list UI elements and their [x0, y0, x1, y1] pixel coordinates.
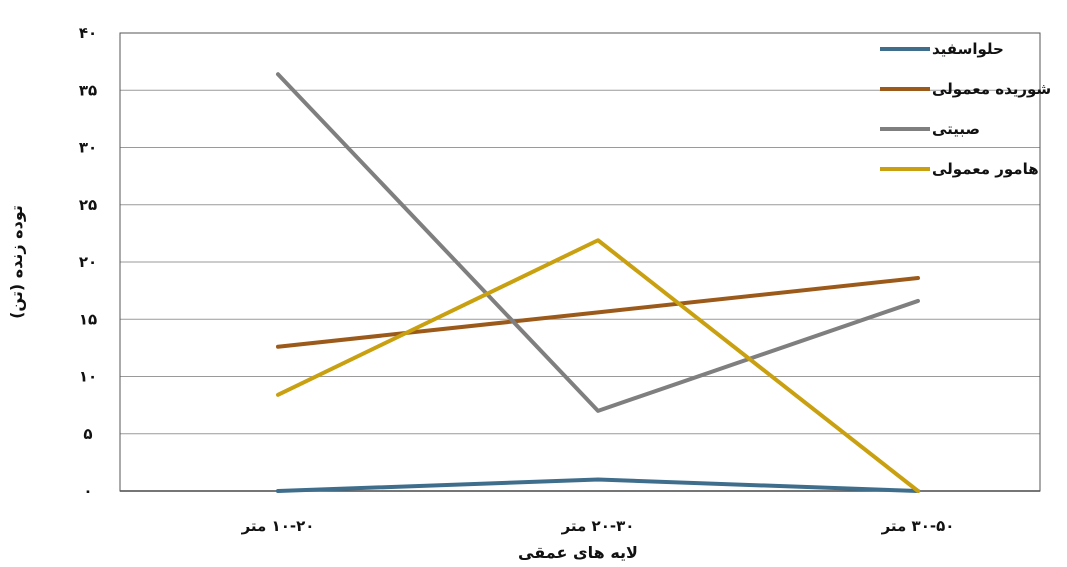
y-tick-label: ۰: [83, 482, 92, 500]
x-tick-label: ۱۰-۲۰ متر: [241, 517, 315, 535]
gridlines: [120, 32, 1040, 492]
series-line: [276, 238, 920, 493]
y-tick-label: ۲۵: [79, 196, 97, 214]
y-tick-label: ۴۰: [79, 24, 97, 42]
legend-label: شوریده معمولی: [932, 80, 1051, 98]
series-line: [276, 72, 920, 413]
y-axis-title: توده زنده (تن): [7, 205, 26, 319]
legend-label: صبیتی: [932, 120, 980, 138]
y-tick-labels: ۰ ۵ ۱۰ ۱۵ ۲۰ ۲۵ ۳۰ ۳۵ ۴۰: [79, 24, 97, 500]
y-tick-label: ۳۵: [79, 81, 97, 99]
legend: حلواسفید شوریده معمولی صبیتی هامور معمولی: [880, 40, 1051, 178]
x-tick-label: ۳۰-۵۰ متر: [881, 517, 955, 535]
legend-label: حلواسفید: [932, 40, 1004, 58]
plot-area-frame: [119, 32, 1041, 492]
y-tick-label: ۲۰: [79, 253, 97, 271]
y-tick-label: ۵: [83, 425, 92, 443]
series-lines: [276, 72, 920, 493]
x-tick-labels: ۱۰-۲۰ متر ۲۰-۳۰ متر ۳۰-۵۰ متر: [241, 517, 955, 535]
x-axis-title: لایه های عمقی: [518, 543, 638, 562]
y-tick-label: ۱۰: [79, 368, 97, 386]
y-tick-label: ۱۵: [79, 310, 97, 328]
series-line: [276, 477, 920, 493]
x-tick-label: ۲۰-۳۰ متر: [561, 517, 635, 535]
series-line: [276, 276, 920, 349]
legend-label: هامور معمولی: [932, 160, 1039, 178]
y-tick-label: ۳۰: [79, 139, 97, 157]
